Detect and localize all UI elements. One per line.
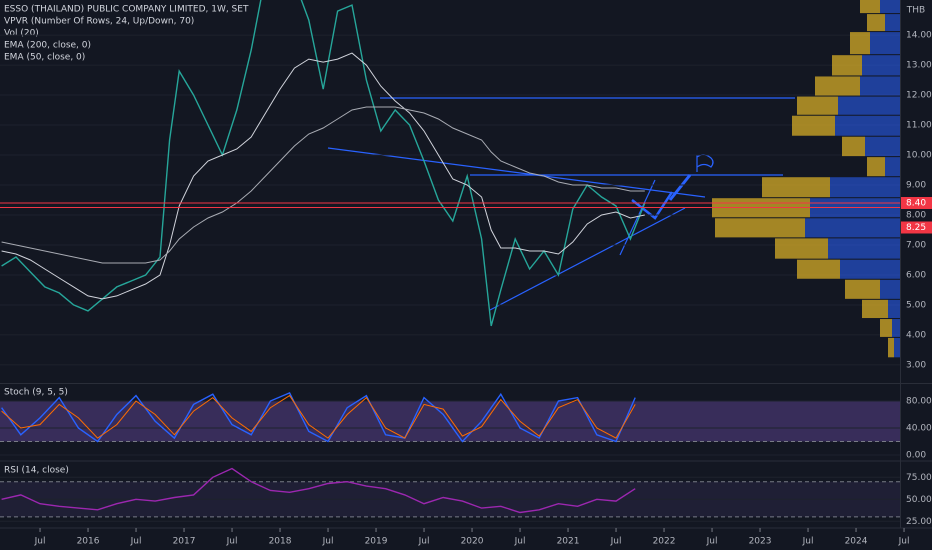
- x-tick-label: Jul: [706, 537, 718, 547]
- x-tick-label: Jul: [610, 537, 622, 547]
- vpvr-up: [862, 55, 900, 76]
- x-tick-label: 2020: [461, 537, 484, 547]
- price-pane: [1, 0, 900, 358]
- vpvr-up: [894, 337, 900, 358]
- series-line: [1, 106, 645, 264]
- x-tick-label: 2016: [77, 537, 100, 547]
- x-tick-label: Jul: [34, 537, 46, 547]
- vpvr-down: [842, 136, 865, 157]
- y-tick-label: 8.00: [906, 210, 926, 220]
- price-badge: [901, 196, 932, 209]
- x-tick-label: Jul: [802, 537, 814, 547]
- indicator-label: Vol (20): [4, 29, 39, 39]
- price-badge-label: 8.25: [906, 223, 926, 233]
- vpvr-up: [870, 32, 900, 55]
- x-tick-label: 2019: [365, 537, 388, 547]
- vpvr-down: [845, 279, 880, 299]
- indicator-label: VPVR (Number Of Rows, 24, Up/Down, 70): [4, 17, 194, 27]
- vpvr-down: [880, 319, 892, 337]
- x-tick-label: Jul: [322, 537, 334, 547]
- y-tick-label: 12.00: [906, 91, 932, 101]
- drawings: [327, 97, 795, 311]
- vpvr-up: [892, 319, 900, 337]
- series-line: [1, 391, 636, 443]
- vpvr-down: [797, 259, 840, 279]
- vpvr-up: [885, 14, 900, 32]
- vpvr-down: [832, 55, 862, 76]
- vpvr-down: [797, 96, 838, 115]
- price-badge: [901, 221, 932, 234]
- x-tick-label: Jul: [226, 537, 238, 547]
- currency: THB: [906, 6, 925, 16]
- vpvr-down: [792, 115, 835, 136]
- x-tick-label: 2022: [653, 537, 676, 547]
- chart-title: ESSO (THAILAND) PUBLIC COMPANY LIMITED, …: [4, 5, 249, 15]
- vpvr-down: [762, 177, 830, 198]
- vpvr-down: [888, 337, 894, 358]
- x-tick-label: Jul: [898, 537, 910, 547]
- y-tick-label: 6.00: [906, 270, 926, 280]
- y-tick-label: 14.00: [906, 31, 932, 41]
- x-tick-label: 2021: [557, 537, 580, 547]
- series-line: [1, 467, 636, 514]
- y-tick-label: 40.00: [906, 424, 932, 434]
- indicator-label: EMA (50, close, 0): [4, 53, 85, 63]
- y-tick-label: 4.00: [906, 330, 926, 340]
- y-tick-label: 11.00: [906, 121, 932, 131]
- y-tick-label: 75.00: [906, 473, 932, 483]
- y-tick-label: 0.00: [906, 451, 926, 461]
- x-tick-label: 2018: [269, 537, 292, 547]
- vpvr-up: [865, 136, 900, 157]
- vpvr-up: [805, 218, 900, 238]
- vpvr-up: [888, 299, 900, 319]
- vpvr-up: [880, 0, 900, 14]
- vpvr-up: [830, 177, 900, 198]
- y-tick-label: 5.00: [906, 300, 926, 310]
- vpvr-down: [815, 76, 860, 96]
- vpvr-down: [867, 14, 885, 32]
- y-tick-label: 80.00: [906, 396, 932, 406]
- y-tick-label: 7.00: [906, 240, 926, 250]
- price-badge-label: 8.40: [906, 198, 926, 208]
- series-line: [1, 52, 645, 300]
- indicator-label: RSI (14, close): [4, 466, 69, 476]
- vpvr-down: [715, 218, 805, 238]
- vpvr-down: [850, 32, 870, 55]
- x-tick-label: Jul: [514, 537, 526, 547]
- x-tick-label: Jul: [418, 537, 430, 547]
- vpvr-down: [860, 0, 880, 14]
- x-tick-label: 2017: [173, 537, 196, 547]
- vpvr-down: [775, 238, 828, 259]
- vpvr-down: [862, 299, 888, 319]
- y-tick-label: 25.00: [906, 517, 932, 527]
- series-line: [1, 394, 636, 439]
- vpvr-down: [867, 157, 885, 177]
- vpvr-up: [885, 157, 900, 177]
- x-tick-label: Jul: [130, 537, 142, 547]
- vpvr-up: [835, 115, 900, 136]
- indicator-label: EMA (200, close, 0): [4, 41, 91, 51]
- vpvr-up: [828, 238, 900, 259]
- y-tick-label: 50.00: [906, 495, 932, 505]
- y-tick-label: 9.00: [906, 181, 926, 191]
- band: [0, 400, 900, 442]
- x-tick-label: 2024: [845, 537, 868, 547]
- x-tick-label: 2023: [749, 537, 772, 547]
- series-line: [1, 0, 646, 327]
- indicator-label: Stoch (9, 5, 5): [4, 388, 68, 398]
- vpvr-up: [860, 76, 900, 96]
- vpvr-up: [838, 96, 900, 115]
- vpvr-up: [840, 259, 900, 279]
- vpvr-up: [880, 279, 900, 299]
- y-tick-label: 3.00: [906, 360, 926, 370]
- y-tick-label: 13.00: [906, 61, 932, 71]
- y-tick-label: 10.00: [906, 151, 932, 161]
